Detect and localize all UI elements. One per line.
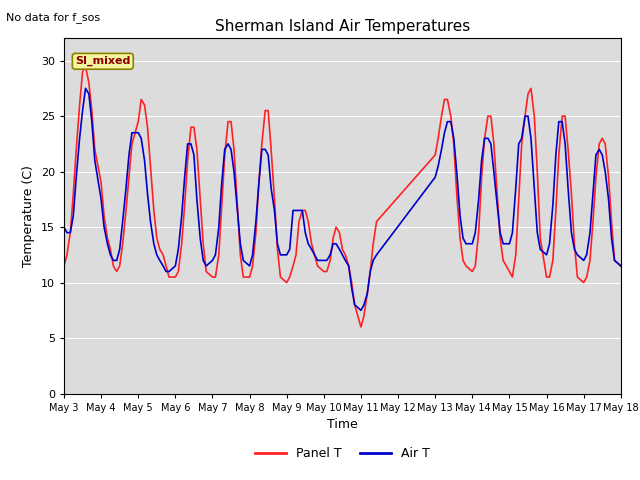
Text: SI_mixed: SI_mixed <box>75 56 131 66</box>
Panel T <box>617 263 625 269</box>
Air T <box>227 146 235 152</box>
Air T <box>345 263 353 269</box>
Air T <box>60 224 68 230</box>
Air T <box>617 263 625 269</box>
Panel T <box>534 168 541 174</box>
Panel T <box>261 108 269 113</box>
Air T <box>357 308 365 313</box>
Panel T <box>326 257 334 263</box>
Air T <box>261 146 269 152</box>
Air T <box>82 85 90 91</box>
Legend: Panel T, Air T: Panel T, Air T <box>250 443 435 466</box>
Line: Air T: Air T <box>64 88 621 311</box>
Text: No data for f_sos: No data for f_sos <box>6 12 100 23</box>
Panel T <box>357 324 365 330</box>
Air T <box>534 230 541 236</box>
Air T <box>468 241 476 247</box>
Air T <box>326 252 334 258</box>
Y-axis label: Temperature (C): Temperature (C) <box>22 165 35 267</box>
Panel T <box>468 269 476 275</box>
Panel T <box>82 63 90 69</box>
Panel T <box>227 119 235 124</box>
Line: Panel T: Panel T <box>64 66 621 327</box>
Panel T <box>60 263 68 269</box>
X-axis label: Time: Time <box>327 418 358 431</box>
Panel T <box>345 263 353 269</box>
Title: Sherman Island Air Temperatures: Sherman Island Air Temperatures <box>215 20 470 35</box>
